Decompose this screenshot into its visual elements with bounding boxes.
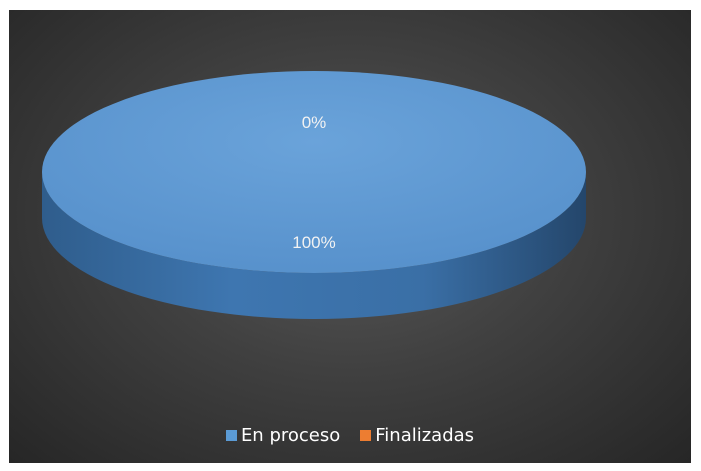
legend-swatch-finalizadas — [360, 430, 372, 441]
chart-legend: En proceso Finalizadas — [9, 425, 691, 446]
pie-slice-en-proceso — [42, 71, 586, 273]
pie-chart: 100% 0% — [42, 71, 586, 319]
data-label-en-proceso: 100% — [292, 233, 335, 252]
legend-item-en-proceso: En proceso — [225, 425, 341, 446]
data-label-finalizadas: 0% — [302, 113, 327, 132]
chart-area: 100% 0% En proceso Finalizadas — [9, 10, 691, 463]
legend-item-finalizadas: Finalizadas — [360, 425, 474, 446]
pie-side-wall — [42, 172, 586, 319]
legend-swatch-en-proceso — [225, 430, 237, 441]
legend-label-en-proceso: En proceso — [240, 425, 341, 446]
legend-label-finalizadas: Finalizadas — [375, 425, 475, 446]
